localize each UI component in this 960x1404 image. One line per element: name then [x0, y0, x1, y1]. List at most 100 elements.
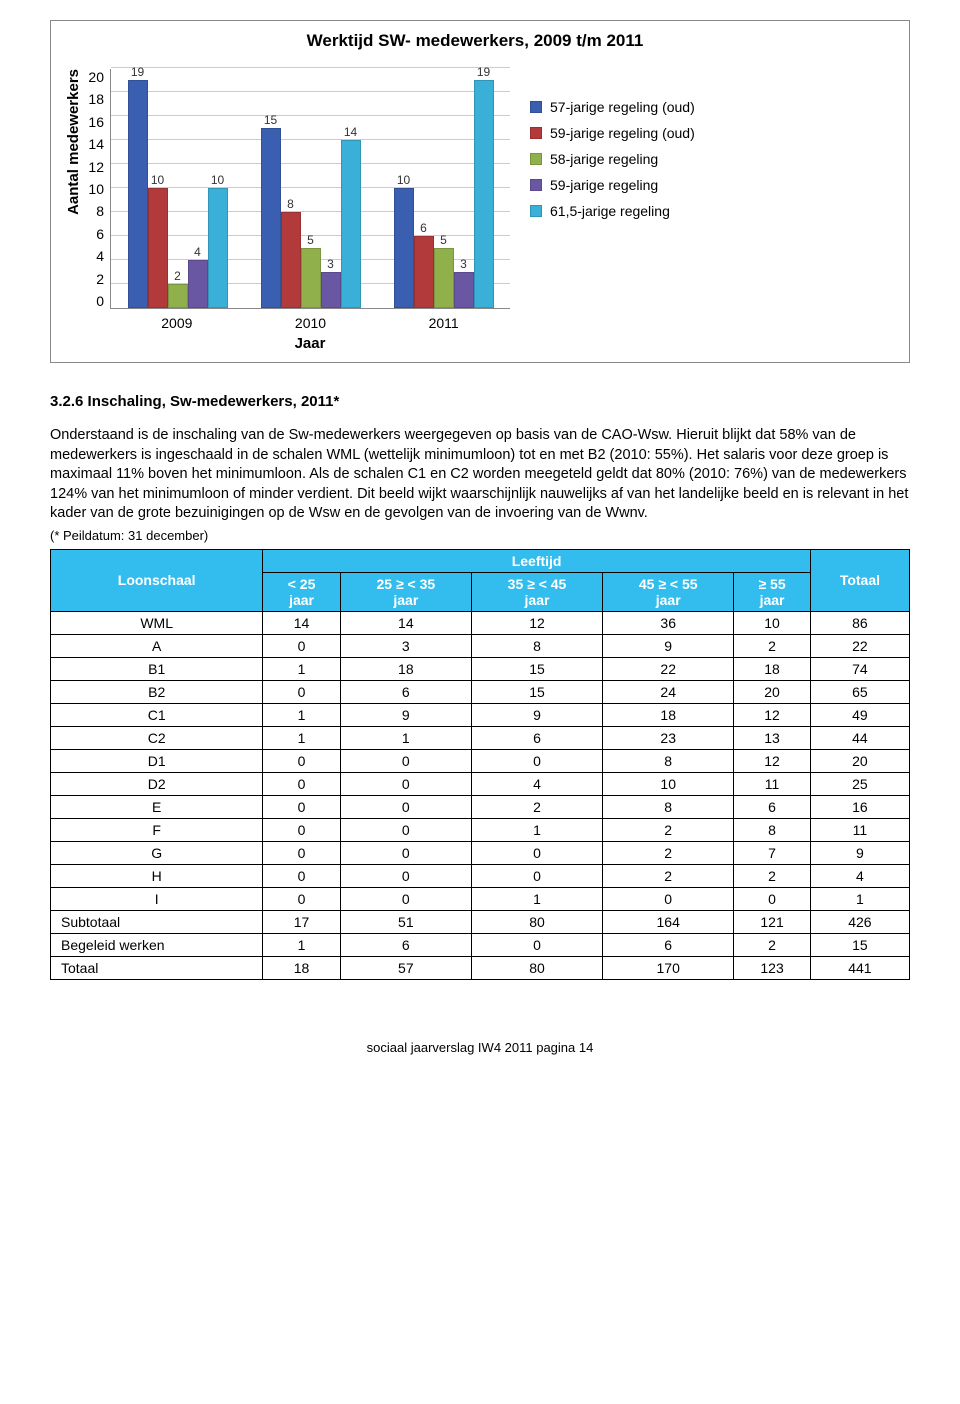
legend-swatch: [530, 127, 542, 139]
table-row: Subtotaal175180164121426: [51, 910, 910, 933]
table-cell: 6: [340, 933, 471, 956]
table-cell: 3: [340, 634, 471, 657]
table-cell: 0: [340, 772, 471, 795]
table-header-leeftijd: Leeftijd: [263, 549, 810, 572]
table-row: C1199181249: [51, 703, 910, 726]
legend-label: 57-jarige regeling (oud): [550, 99, 695, 115]
bar-value-label: 10: [211, 173, 224, 187]
legend-swatch: [530, 101, 542, 113]
table-cell: 11: [734, 772, 811, 795]
table-cell: 0: [471, 864, 602, 887]
bar-value-label: 4: [194, 245, 201, 259]
bar: 10: [394, 188, 414, 308]
table-cell: 9: [340, 703, 471, 726]
table-cell: 6: [603, 933, 734, 956]
y-tick: 4: [82, 248, 104, 264]
bar-value-label: 19: [477, 65, 490, 79]
table-cell: 0: [263, 818, 340, 841]
table-cell: 18: [263, 956, 340, 979]
table-cell: 0: [340, 887, 471, 910]
table-cell: 18: [734, 657, 811, 680]
table-cell: 2: [603, 864, 734, 887]
table-cell: 6: [734, 795, 811, 818]
table-cell: 1: [340, 726, 471, 749]
bar-value-label: 3: [327, 257, 334, 271]
legend-label: 59-jarige regeling (oud): [550, 125, 695, 141]
legend-item: 59-jarige regeling (oud): [530, 125, 695, 141]
table-cell: 0: [340, 749, 471, 772]
y-tick: 18: [82, 91, 104, 107]
bar-value-label: 5: [307, 233, 314, 247]
table-cell: 0: [471, 841, 602, 864]
table-cell: 7: [734, 841, 811, 864]
table-cell: 15: [471, 657, 602, 680]
x-axis-ticks: 200920102011: [110, 315, 510, 331]
table-cell: 6: [340, 680, 471, 703]
table-cell: 18: [603, 703, 734, 726]
y-tick: 12: [82, 159, 104, 175]
page-footer: sociaal jaarverslag IW4 2011 pagina 14: [50, 1040, 910, 1055]
table-row: F0012811: [51, 818, 910, 841]
x-axis-label: Jaar: [110, 335, 510, 352]
table-row: D2004101125: [51, 772, 910, 795]
legend-swatch: [530, 205, 542, 217]
table-cell: 14: [263, 611, 340, 634]
table-rowheader: Loonschaal: [51, 549, 263, 611]
table-row-total: 20: [810, 749, 909, 772]
table-cell: 9: [603, 634, 734, 657]
table-cell: 1: [263, 726, 340, 749]
table-cell: 2: [734, 634, 811, 657]
table-col-header: 45 ≥ < 55jaar: [603, 572, 734, 611]
chart-title: Werktijd SW- medewerkers, 2009 t/m 2011: [61, 31, 889, 51]
table-cell: 0: [603, 887, 734, 910]
table-cell: 12: [471, 611, 602, 634]
table-cell: 4: [471, 772, 602, 795]
table-row-total: 4: [810, 864, 909, 887]
bar: 15: [261, 128, 281, 308]
table-row-label: Totaal: [51, 956, 263, 979]
table-cell: 6: [471, 726, 602, 749]
bar-group: 1585314: [261, 128, 361, 308]
table-cell: 10: [734, 611, 811, 634]
bar-value-label: 10: [151, 173, 164, 187]
table-row-label: C1: [51, 703, 263, 726]
table-row-total: 426: [810, 910, 909, 933]
table-cell: 8: [471, 634, 602, 657]
bar: 6: [414, 236, 434, 308]
bar: 2: [168, 284, 188, 308]
table-cell: 8: [603, 749, 734, 772]
table-cell: 9: [471, 703, 602, 726]
table-row-label: A: [51, 634, 263, 657]
chart-plot-area: 1910241015853141065319: [110, 69, 510, 309]
table-cell: 18: [340, 657, 471, 680]
table-row-label: I: [51, 887, 263, 910]
table-cell: 0: [263, 772, 340, 795]
table-cell: 1: [263, 703, 340, 726]
table-cell: 2: [603, 841, 734, 864]
bar-value-label: 6: [420, 221, 427, 235]
legend-label: 59-jarige regeling: [550, 177, 658, 193]
table-row: D100081220: [51, 749, 910, 772]
table-cell: 80: [471, 956, 602, 979]
bar-value-label: 15: [264, 113, 277, 127]
bar-value-label: 19: [131, 65, 144, 79]
table-row-label: G: [51, 841, 263, 864]
legend-item: 59-jarige regeling: [530, 177, 695, 193]
table-row-total: 65: [810, 680, 909, 703]
table-cell: 10: [603, 772, 734, 795]
loonschaal-table: Loonschaal Leeftijd Totaal < 25jaar25 ≥ …: [50, 549, 910, 980]
table-cell: 2: [734, 864, 811, 887]
table-cell: 12: [734, 749, 811, 772]
x-tick: 2010: [295, 315, 326, 331]
table-row: A0389222: [51, 634, 910, 657]
table-row: C2116231344: [51, 726, 910, 749]
y-tick: 8: [82, 203, 104, 219]
bar-value-label: 3: [460, 257, 467, 271]
table-cell: 1: [263, 933, 340, 956]
table-row-label: D1: [51, 749, 263, 772]
table-cell: 0: [734, 887, 811, 910]
table-row-label: C2: [51, 726, 263, 749]
table-row-label: B1: [51, 657, 263, 680]
table-cell: 2: [603, 818, 734, 841]
table-row-total: 44: [810, 726, 909, 749]
